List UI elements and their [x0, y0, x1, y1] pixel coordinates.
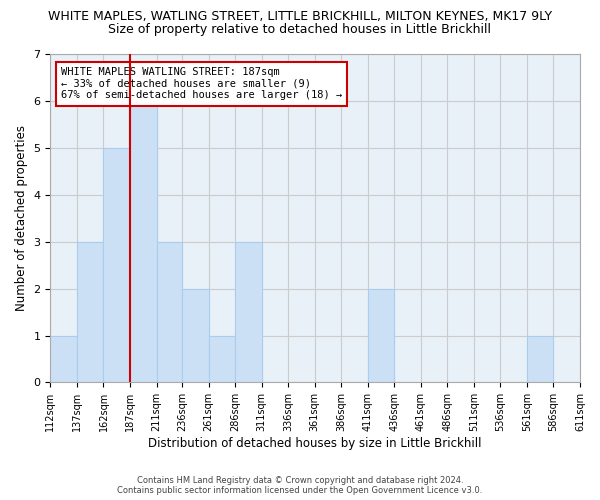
- Bar: [182, 288, 209, 382]
- Text: WHITE MAPLES, WATLING STREET, LITTLE BRICKHILL, MILTON KEYNES, MK17 9LY: WHITE MAPLES, WATLING STREET, LITTLE BRI…: [48, 10, 552, 23]
- X-axis label: Distribution of detached houses by size in Little Brickhill: Distribution of detached houses by size …: [148, 437, 482, 450]
- Bar: [527, 336, 553, 382]
- Text: Size of property relative to detached houses in Little Brickhill: Size of property relative to detached ho…: [109, 22, 491, 36]
- Bar: [130, 101, 157, 382]
- Bar: [50, 336, 77, 382]
- Bar: [103, 148, 130, 382]
- Bar: [368, 288, 394, 382]
- Bar: [157, 242, 182, 382]
- Bar: [209, 336, 235, 382]
- Text: Contains HM Land Registry data © Crown copyright and database right 2024.
Contai: Contains HM Land Registry data © Crown c…: [118, 476, 482, 495]
- Bar: [77, 242, 103, 382]
- Y-axis label: Number of detached properties: Number of detached properties: [15, 125, 28, 311]
- Text: WHITE MAPLES WATLING STREET: 187sqm
← 33% of detached houses are smaller (9)
67%: WHITE MAPLES WATLING STREET: 187sqm ← 33…: [61, 67, 342, 100]
- Bar: [235, 242, 262, 382]
